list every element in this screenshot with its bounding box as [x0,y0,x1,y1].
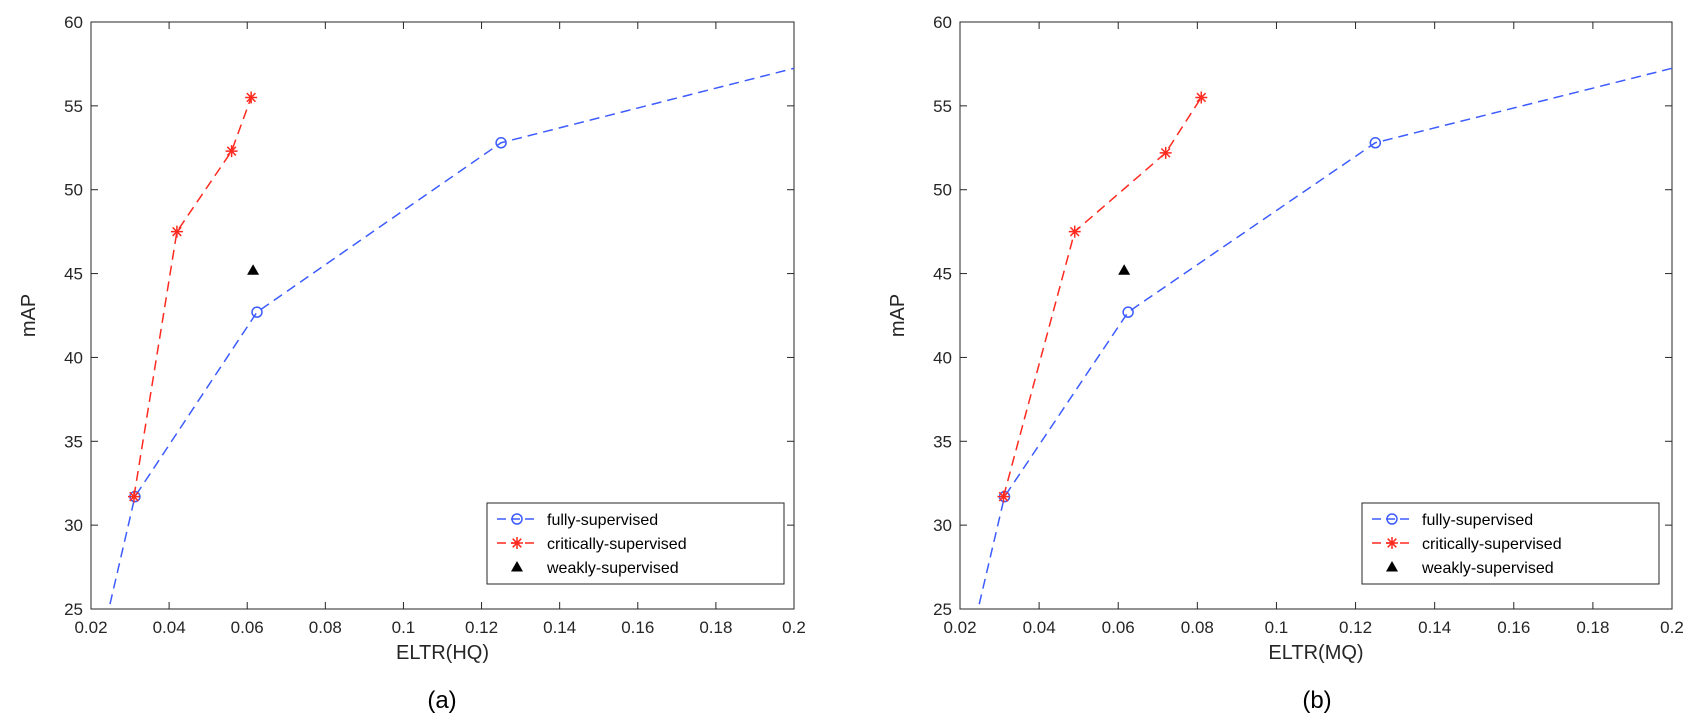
panel-caption: (b) [1302,687,1331,714]
data-point [1118,264,1131,275]
legend-marker [511,513,523,525]
x-tick-label: 0.18 [699,618,732,637]
data-point [1369,137,1382,149]
data-point [245,91,258,104]
y-tick-label: 30 [933,516,952,535]
x-tick-label: 0.08 [309,618,342,637]
plot-series-group [108,67,794,609]
series-weakly-supervised [1118,264,1131,275]
chart-panel-a: 0.02 0.04 0.06 0.08 0.1 0.12 0.14 0.16 0.18 0.2 25… [18,13,806,714]
data-point [1159,146,1172,159]
legend-label: weakly-supervised [1421,560,1554,577]
y-tick-label: 40 [933,348,952,367]
x-tick-label: 0.14 [1418,618,1451,637]
y-tick-label: 60 [933,13,952,32]
y-tick-label: 25 [933,600,952,619]
data-point [997,490,1010,503]
legend-marker [511,561,523,572]
data-point [495,137,507,149]
chart-panel-b: 0.02 0.04 0.06 0.08 0.1 0.12 0.14 0.16 0.18 0.2 25… [887,13,1684,714]
legend-label: fully-supervised [547,512,658,529]
legend: fully-supervised critically-supervised wea… [1361,502,1660,585]
legend-marker [1386,561,1398,572]
series-line [108,67,794,609]
x-tick-label: 0.04 [153,618,186,637]
data-point [247,264,260,275]
legend: fully-supervised critically-supervised wea… [486,502,785,585]
legend-marker [511,537,523,549]
data-point [1068,225,1081,238]
legend-marker [1386,537,1398,549]
series-line [1002,97,1202,497]
legend-marker [1386,513,1398,525]
x-tick-label: 0.2 [782,618,806,637]
x-axis-label: ELTR(MQ) [1268,642,1363,664]
x-tick-label: 0.12 [1339,618,1372,637]
data-point [170,225,183,238]
x-tick-label: 0.2 [1660,618,1684,637]
y-tick-label: 55 [64,97,83,116]
x-tick-label: 0.06 [231,618,264,637]
series-line [977,67,1672,609]
x-tick-label: 0.16 [1497,618,1530,637]
legend-label: critically-supervised [1422,536,1562,553]
x-tick-label: 0.08 [1181,618,1214,637]
x-tick-label: 0.02 [943,618,976,637]
legend-label: critically-supervised [547,536,687,553]
legend-box [486,502,785,585]
data-point [251,306,263,318]
y-axis-label: mAP [887,294,909,337]
x-tick-label: 0.1 [1265,618,1289,637]
y-tick-label: 45 [64,265,83,284]
legend-box [1361,502,1660,585]
y-tick-label: 35 [64,432,83,451]
y-tick-label: 35 [933,432,952,451]
y-tick-label: 30 [64,516,83,535]
y-axis-label: mAP [18,294,40,337]
y-tick-label: 40 [64,348,83,367]
series-critically-supervised [997,91,1208,503]
x-tick-label: 0.14 [543,618,576,637]
panel-caption: (a) [427,687,456,714]
series-weakly-supervised [247,264,260,275]
series-line [133,97,252,497]
x-tick-label: 0.04 [1023,618,1056,637]
series-critically-supervised [127,91,258,503]
x-tick-label: 0.06 [1102,618,1135,637]
y-tick-label: 45 [933,265,952,284]
data-point [1122,306,1134,318]
x-tick-label: 0.18 [1576,618,1609,637]
y-tick-label: 60 [64,13,83,32]
y-tick-label: 25 [64,600,83,619]
legend-label: fully-supervised [1422,512,1533,529]
x-axis-label: ELTR(HQ) [396,642,489,664]
y-tick-label: 50 [64,181,83,200]
x-tick-label: 0.1 [392,618,416,637]
data-point [225,145,238,158]
legend-label: weakly-supervised [546,560,679,577]
x-tick-label: 0.12 [465,618,498,637]
x-tick-label: 0.16 [621,618,654,637]
plot-series-group [977,67,1672,609]
x-tick-label: 0.02 [74,618,107,637]
data-point [127,490,140,503]
y-tick-label: 55 [933,97,952,116]
y-tick-label: 50 [933,181,952,200]
data-point [1195,91,1208,104]
